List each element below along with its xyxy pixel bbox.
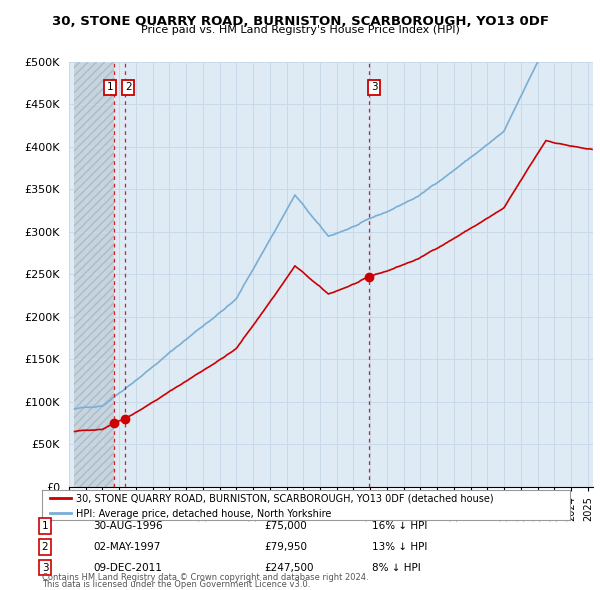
Text: Contains HM Land Registry data © Crown copyright and database right 2024.: Contains HM Land Registry data © Crown c… [42,573,368,582]
Text: 3: 3 [371,83,377,93]
Text: 30, STONE QUARRY ROAD, BURNISTON, SCARBOROUGH, YO13 0DF: 30, STONE QUARRY ROAD, BURNISTON, SCARBO… [52,15,548,28]
Text: £79,950: £79,950 [264,542,307,552]
Text: 8% ↓ HPI: 8% ↓ HPI [372,563,421,572]
Text: £75,000: £75,000 [264,522,307,531]
Text: Price paid vs. HM Land Registry's House Price Index (HPI): Price paid vs. HM Land Registry's House … [140,25,460,35]
Text: £247,500: £247,500 [264,563,314,572]
Text: 16% ↓ HPI: 16% ↓ HPI [372,522,427,531]
Text: This data is licensed under the Open Government Licence v3.0.: This data is licensed under the Open Gov… [42,580,310,589]
Text: 30, STONE QUARRY ROAD, BURNISTON, SCARBOROUGH, YO13 0DF (detached house): 30, STONE QUARRY ROAD, BURNISTON, SCARBO… [76,494,494,504]
Text: 2: 2 [125,83,131,93]
Text: 3: 3 [41,563,49,572]
Text: 2: 2 [41,542,49,552]
Text: 13% ↓ HPI: 13% ↓ HPI [372,542,427,552]
Text: 30-AUG-1996: 30-AUG-1996 [93,522,163,531]
Bar [74,62,113,487]
Text: HPI: Average price, detached house, North Yorkshire: HPI: Average price, detached house, Nort… [76,509,332,519]
Text: 09-DEC-2011: 09-DEC-2011 [93,563,162,572]
Bar [74,62,113,487]
Text: 1: 1 [41,522,49,531]
Text: 1: 1 [107,83,113,93]
Bar [113,62,593,487]
Text: 02-MAY-1997: 02-MAY-1997 [93,542,160,552]
